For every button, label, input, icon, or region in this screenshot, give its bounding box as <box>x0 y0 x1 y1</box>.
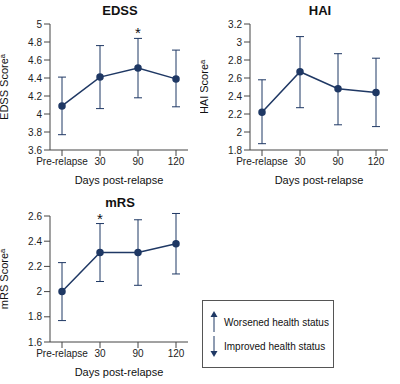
svg-text:3.6: 3.6 <box>28 145 42 156</box>
svg-text:1.8: 1.8 <box>228 145 242 156</box>
svg-text:2.2: 2.2 <box>28 261 42 272</box>
svg-text:Pre-relapse: Pre-relapse <box>236 156 288 167</box>
svg-text:4.2: 4.2 <box>28 91 42 102</box>
svg-text:2.2: 2.2 <box>228 109 242 120</box>
svg-text:2.8: 2.8 <box>228 55 242 66</box>
svg-text:5: 5 <box>36 19 42 30</box>
svg-text:*: * <box>97 210 103 227</box>
svg-text:90: 90 <box>132 348 144 359</box>
svg-text:Days post-relapse: Days post-relapse <box>75 366 164 378</box>
svg-text:*: * <box>135 24 141 41</box>
html-text:HAI: HAI <box>308 3 332 18</box>
svg-text:120: 120 <box>168 156 185 167</box>
svg-text:120: 120 <box>168 348 185 359</box>
svg-text:2.4: 2.4 <box>28 236 42 247</box>
svg-text:HAI Scoreᵃ: HAI Scoreᵃ <box>200 59 210 114</box>
html-text:Worsened health status: Worsened health status <box>224 316 329 328</box>
svg-text:1.8: 1.8 <box>28 311 42 322</box>
svg-text:Pre-relapse: Pre-relapse <box>36 156 88 167</box>
svg-text:3.8: 3.8 <box>28 127 42 138</box>
svg-text:4.6: 4.6 <box>28 55 42 66</box>
svg-text:120: 120 <box>368 156 385 167</box>
svg-text:30: 30 <box>94 156 106 167</box>
html-text:mRS: mRS <box>105 195 135 210</box>
svg-text:90: 90 <box>332 156 344 167</box>
svg-text:4.4: 4.4 <box>28 73 42 84</box>
svg-text:4: 4 <box>36 109 42 120</box>
svg-text:30: 30 <box>94 348 106 359</box>
svg-text:2: 2 <box>36 286 42 297</box>
svg-text:mRS Scoreᵃ: mRS Scoreᵃ <box>8 248 10 309</box>
svg-text:1.6: 1.6 <box>28 337 42 348</box>
svg-text:2.6: 2.6 <box>228 73 242 84</box>
html-text:Improved health status: Improved health status <box>224 340 326 352</box>
svg-text:Pre-relapse: Pre-relapse <box>36 348 88 359</box>
svg-text:3.2: 3.2 <box>228 19 242 30</box>
svg-text:3: 3 <box>236 37 242 48</box>
svg-text:2.6: 2.6 <box>28 211 42 222</box>
html-text:EDSS: EDSS <box>102 3 138 18</box>
svg-text:90: 90 <box>132 156 144 167</box>
svg-text:4.8: 4.8 <box>28 37 42 48</box>
svg-text:2: 2 <box>236 127 242 138</box>
svg-text:Days post-relapse: Days post-relapse <box>275 174 364 186</box>
svg-text:Days post-relapse: Days post-relapse <box>75 174 164 186</box>
svg-text:2.4: 2.4 <box>228 91 242 102</box>
svg-text:30: 30 <box>294 156 306 167</box>
svg-text:EDSS Scoreᵃ: EDSS Scoreᵃ <box>8 53 10 120</box>
